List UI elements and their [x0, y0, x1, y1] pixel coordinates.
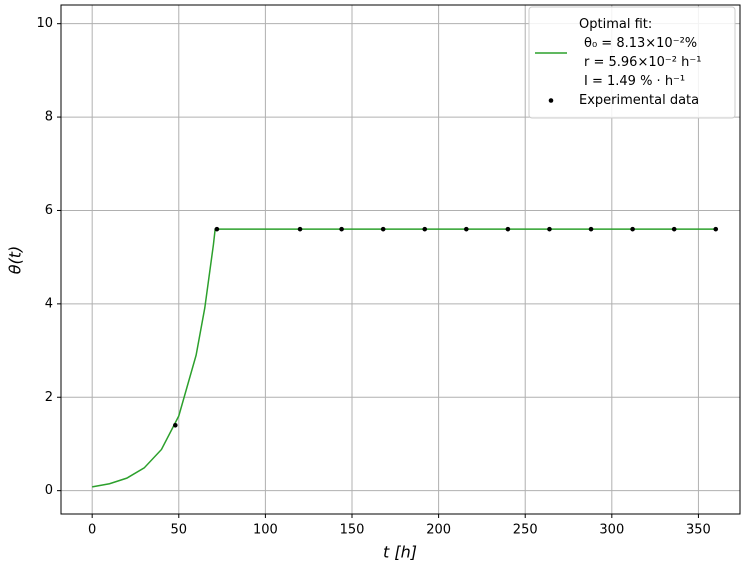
x-tick-label: 0 [88, 523, 96, 538]
data-point [630, 226, 635, 232]
y-tick-label: 4 [45, 296, 53, 311]
x-tick-label: 100 [253, 523, 278, 538]
plot-frame [60, 4, 741, 515]
y-tick-label: 10 [36, 16, 53, 31]
x-tick-label: 350 [686, 523, 711, 538]
data-point [547, 226, 552, 232]
legend: Optimal fit: θ₀ = 8.13×10⁻²% r = 5.96×10⁻²… [528, 6, 736, 119]
data-point [464, 226, 469, 232]
data-point [588, 226, 594, 232]
legend-swatch [548, 98, 554, 103]
legend-box [528, 6, 736, 119]
x-tick-label: 200 [426, 523, 451, 538]
legend-label: I = 1.49 % · h⁻¹ [584, 74, 685, 89]
legend-label: θ₀ = 8.13×10⁻²% [584, 36, 697, 51]
data-point [713, 226, 719, 232]
data-point [339, 226, 344, 232]
y-tick-label: 0 [45, 483, 53, 498]
y-tick-label: 8 [45, 110, 53, 125]
data-point [505, 226, 511, 232]
fit-line [92, 228, 716, 488]
y-tick-label: 2 [45, 390, 53, 405]
legend-label: r = 5.96×10⁻² h⁻¹ [584, 55, 701, 70]
data-point [422, 226, 428, 232]
data-point [671, 226, 677, 232]
data-point [380, 226, 386, 232]
x-tick-label: 150 [340, 523, 365, 538]
legend-label: Optimal fit: [579, 17, 652, 32]
x-axis-label: t [h] [383, 543, 417, 562]
data-point [297, 226, 303, 232]
y-tick-label: 6 [45, 203, 53, 218]
x-tick-label: 250 [513, 523, 538, 538]
data-point [173, 422, 178, 428]
legend-label: Experimental data [579, 93, 699, 108]
x-tick-label: 50 [171, 523, 188, 538]
x-tick-label: 300 [599, 523, 624, 538]
data-point [214, 226, 220, 232]
y-axis-label: θ(t) [6, 246, 25, 275]
